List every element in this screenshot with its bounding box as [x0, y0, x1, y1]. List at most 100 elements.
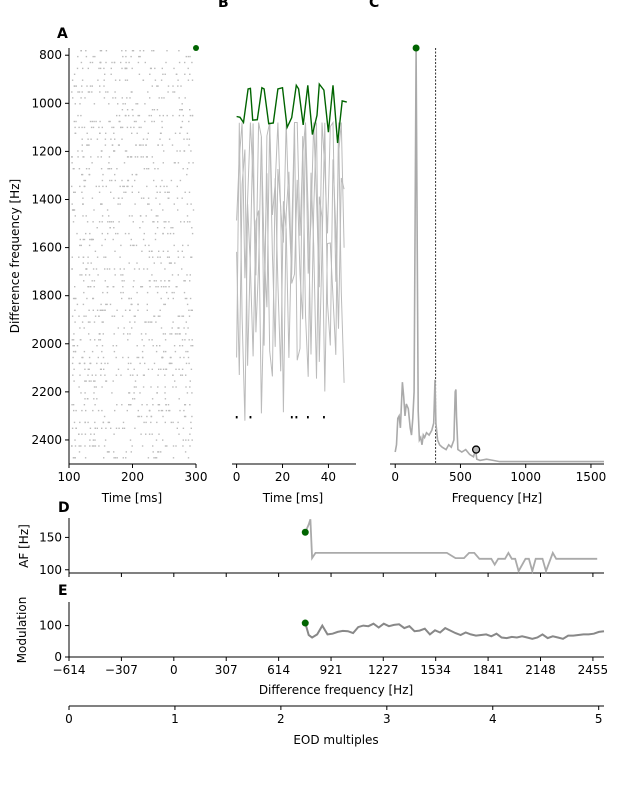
panel-e-xtick-5-label: 921 [320, 663, 343, 677]
raster-dot [191, 227, 193, 229]
raster-dot [88, 380, 90, 382]
raster-dot [146, 268, 149, 270]
raster-dot [92, 439, 95, 441]
raster-dot [171, 144, 174, 146]
raster-dot [78, 386, 80, 388]
panel-a-ytick-1800-label: 1800 [31, 289, 62, 303]
raster-dot [108, 268, 111, 270]
raster-dot [117, 103, 119, 105]
raster-dot [123, 280, 125, 282]
raster-dot [74, 309, 76, 311]
raster-dot [186, 297, 188, 300]
raster-dot [93, 433, 95, 435]
raster-dot [164, 392, 166, 394]
raster-dot [97, 274, 99, 276]
raster-dot [78, 256, 80, 258]
raster-dot [84, 380, 86, 382]
raster-dot [150, 209, 153, 211]
panel-e-modulation: 0 100 −614 −307 0 307 614 921 1227 1534 1841 2148 2… [15, 597, 608, 697]
panel-a-xtick-100-label: 100 [58, 470, 81, 484]
raster-dot [155, 321, 157, 323]
raster-dot [121, 97, 123, 99]
raster-dot [161, 126, 163, 129]
panel-a-ytick-1000-label: 1000 [31, 96, 62, 110]
raster-dot [91, 374, 93, 376]
raster-dot [99, 368, 102, 370]
raster-dot [177, 315, 179, 317]
raster-dot [143, 197, 145, 199]
raster-dot [121, 280, 123, 282]
raster-dot [146, 309, 148, 311]
raster-dot [98, 67, 100, 70]
raster-dot [149, 73, 151, 75]
raster-dot [102, 291, 104, 294]
raster-dot [177, 421, 179, 424]
raster-dot [149, 409, 151, 412]
raster-dot [91, 238, 93, 241]
raster-dot [114, 250, 116, 252]
raster-dot [160, 286, 163, 288]
raster-dot [122, 457, 124, 459]
panel-b-spike [323, 416, 325, 419]
raster-dot [105, 303, 107, 306]
raster-dot [102, 333, 104, 335]
raster-dot [186, 392, 189, 394]
raster-dot [104, 309, 106, 311]
raster-dot [173, 345, 176, 347]
raster-dot [73, 421, 76, 424]
raster-dot [178, 315, 181, 317]
panel-d-x-ticks [68, 573, 594, 577]
raster-dot [71, 362, 74, 365]
raster-dot [162, 415, 164, 418]
raster-dot [131, 173, 133, 176]
raster-dot [101, 126, 103, 129]
raster-dot [98, 339, 100, 341]
raster-dot [83, 291, 85, 294]
raster-dot [120, 126, 122, 129]
raster-dot [134, 156, 137, 158]
raster-dot [107, 91, 109, 93]
raster-dot [162, 368, 165, 370]
raster-dot [159, 309, 161, 311]
raster-dot [151, 398, 154, 400]
raster-dot [146, 185, 148, 188]
raster-dot [83, 362, 86, 365]
raster-dot [116, 309, 118, 311]
raster-dot [126, 109, 129, 111]
raster-dot [187, 67, 189, 70]
raster-dot [73, 209, 76, 211]
raster-dot [158, 433, 160, 435]
raster-dot [103, 67, 105, 70]
raster-dot [156, 109, 159, 111]
raster-dot [159, 203, 161, 205]
raster-dot [141, 286, 144, 288]
raster-dot [153, 120, 155, 123]
raster-dot [183, 138, 185, 140]
raster-dot [116, 457, 118, 459]
raster-dot [75, 297, 77, 300]
raster-dot [126, 409, 128, 412]
panel-c-xtick-500-label: 500 [449, 470, 472, 484]
panel-c-xtick-1000-label: 1000 [510, 470, 541, 484]
raster-dot [144, 321, 146, 323]
raster-dot [128, 215, 131, 217]
raster-dot [164, 191, 166, 193]
raster-dot [80, 114, 82, 117]
raster-dot [102, 309, 104, 311]
raster-dot [172, 421, 174, 424]
raster-dot [170, 356, 172, 359]
panel-d-line [304, 519, 598, 575]
raster-dot [86, 132, 88, 134]
raster-dot [182, 315, 185, 317]
eod-xtick-2-label: 2 [277, 712, 285, 726]
raster-dot [145, 215, 147, 217]
raster-dot [128, 392, 131, 394]
raster-dot [80, 97, 82, 99]
raster-dot [90, 380, 92, 382]
panel-c-open-marker [471, 445, 481, 454]
raster-dot [127, 333, 129, 335]
raster-dot [87, 91, 90, 93]
raster-dot [85, 268, 87, 270]
raster-dot [99, 85, 101, 87]
raster-dot [171, 274, 174, 276]
